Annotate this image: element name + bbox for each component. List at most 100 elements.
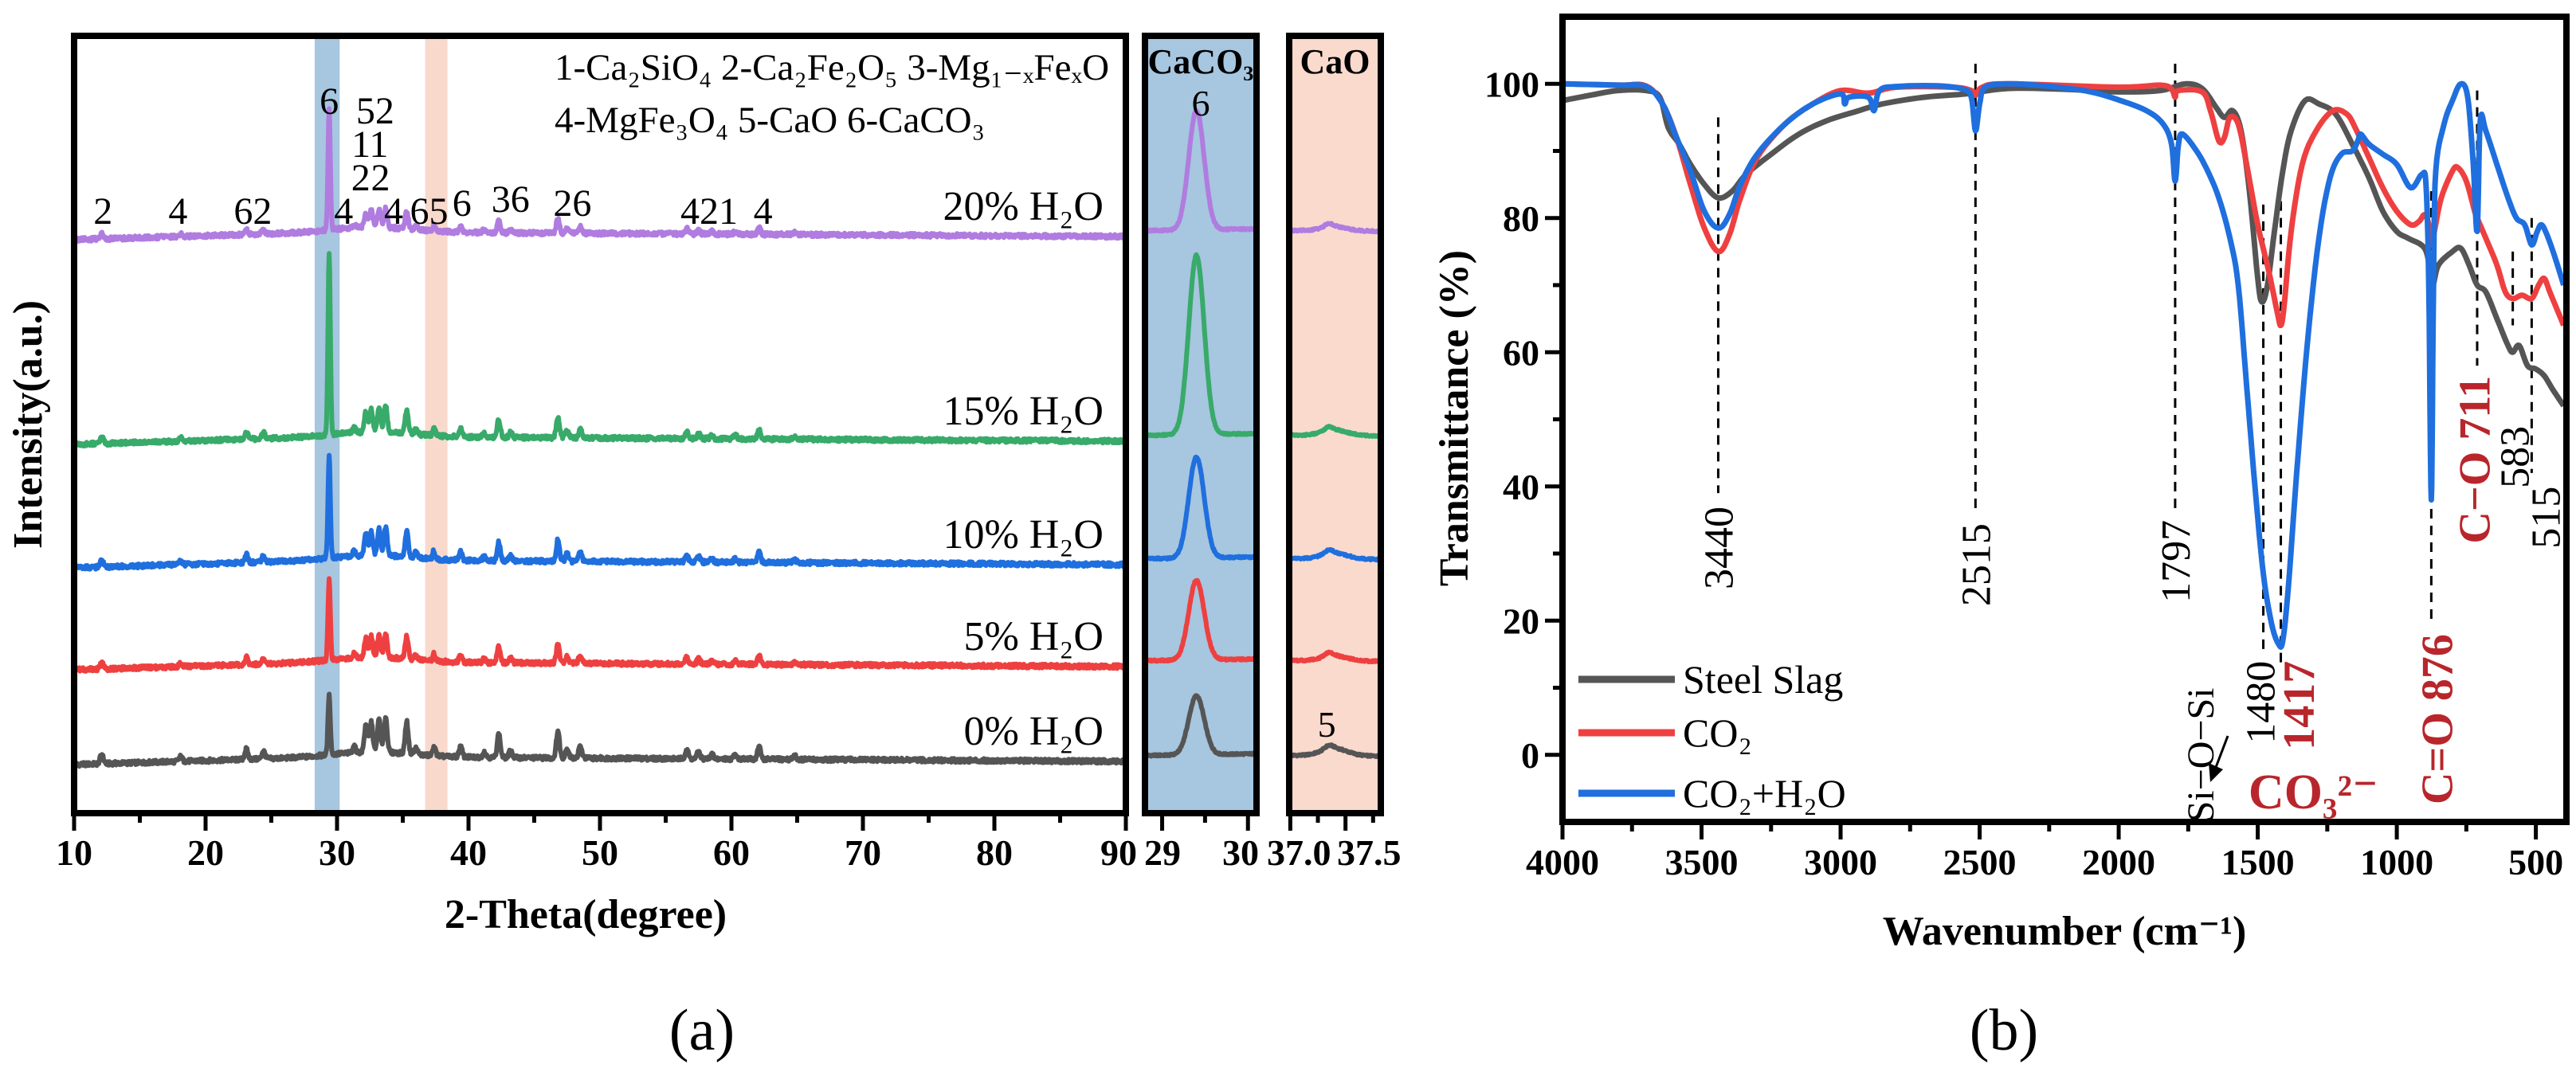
- inset-caco3-trace-series-0: [1143, 693, 1258, 759]
- phase-legend-line-2: 4-MgFe₃O₄ 5-CaO 6-CaCO₃: [555, 100, 985, 141]
- x-tick-label: 1000: [2360, 842, 2433, 882]
- peak-label: 6: [453, 182, 472, 225]
- silicate-group-label: Si−O−Si: [2180, 688, 2222, 823]
- peak-label: 62: [233, 190, 272, 233]
- x-axis-title: 2-Theta(degree): [445, 892, 727, 937]
- annotation-label-515: 515: [2523, 487, 2569, 549]
- xrd-trace-series-0: [72, 691, 1128, 769]
- panel-a-label: (a): [669, 998, 735, 1063]
- x-tick-label: 70: [845, 832, 881, 873]
- x-tick-label: 10: [56, 832, 92, 873]
- annotation-label-711: C−O 711: [2451, 376, 2500, 544]
- inset-background-caco3: [1145, 36, 1257, 813]
- inset-cao-trace-series-3: [1288, 424, 1381, 439]
- peak-label: 4: [754, 190, 773, 233]
- y-tick-label: 60: [1503, 332, 1539, 373]
- peak-label: 52: [356, 90, 394, 132]
- annotation-label-1417: 1417: [2275, 661, 2324, 750]
- x-tick-label: 60: [713, 832, 750, 873]
- x-tick-label: 20: [187, 832, 224, 873]
- annotation-label-876: C=O 876: [2413, 634, 2463, 804]
- annotation-label-1480: 1480: [2238, 661, 2284, 744]
- panel-b-label: (b): [1970, 998, 2038, 1063]
- inset-x-tick-label: 30: [1222, 832, 1259, 873]
- x-tick-label: 2000: [2082, 842, 2155, 882]
- ftir-curve-series-2: [1562, 80, 2566, 650]
- ftir-curve-series-1: [1562, 80, 2566, 329]
- x-tick-label: 2500: [1943, 842, 2017, 882]
- inset-cao-trace-series-0: [1288, 742, 1381, 760]
- inset-caco3-trace-series-2: [1143, 454, 1258, 562]
- xrd-chart: 0% H₂O 5% H₂O 10% H₂O 15% H₂O 20% H₂O 1-Ca₂Si…: [6, 33, 1402, 937]
- arrow-head-icon: [2209, 763, 2223, 782]
- x-tick-label: 50: [582, 832, 618, 873]
- inset-x-tick-label: 29: [1144, 832, 1181, 873]
- peak-label: 11: [351, 123, 388, 166]
- y-tick-label: 80: [1503, 198, 1539, 239]
- inset-x-tick-label: 37.0: [1267, 832, 1331, 873]
- x-tick-label: 90: [1100, 832, 1137, 873]
- x-tick-label: 3000: [1804, 842, 1877, 882]
- peak-label: 36: [492, 178, 530, 221]
- inset-peak-label: 5: [1318, 704, 1336, 745]
- xrd-trace-series-1: [72, 576, 1128, 675]
- inset-caco3-trace-series-1: [1143, 577, 1258, 664]
- x-tick-label: 3500: [1665, 842, 1739, 882]
- xrd-trace-series-3: [72, 251, 1128, 449]
- legend-label: CO₂: [1683, 710, 1752, 755]
- x-tick-label: 500: [2508, 842, 2563, 882]
- y-axis-title: Intensity(a.u.): [6, 300, 51, 549]
- series-label: 10% H₂O: [943, 512, 1104, 558]
- peak-label: 4: [168, 190, 187, 233]
- inset-frame-caco3: [1142, 33, 1260, 816]
- highlight-band-cao: [425, 36, 448, 813]
- arrow-icon: [2213, 735, 2229, 770]
- peak-label: 4: [384, 190, 403, 233]
- x-tick-label: 30: [319, 832, 355, 873]
- annotation-label-1797: 1797: [2154, 520, 2199, 603]
- inset-title-caco3: CaCO₃: [1148, 42, 1254, 81]
- peak-label: 2: [93, 190, 112, 233]
- ftir-curve-series-0: [1562, 80, 2566, 408]
- x-tick-label: 1500: [2221, 842, 2295, 882]
- peak-label: 4: [334, 190, 353, 233]
- series-label: 5% H₂O: [963, 614, 1104, 659]
- annotation-label-3440: 3440: [1696, 507, 1742, 589]
- phase-legend-line-1: 1-Ca₂SiO₄ 2-Ca₂Fe₂O₅ 3-Mg₁₋ₓFeₓO: [555, 47, 1109, 88]
- y-tick-label: 40: [1503, 467, 1539, 507]
- series-label: 0% H₂O: [963, 709, 1104, 754]
- xrd-trace-series-2: [72, 452, 1128, 572]
- inset-title-cao: CaO: [1300, 42, 1370, 81]
- peak-label: 65: [410, 190, 449, 233]
- y-axis-title: Transmittance (%): [1432, 250, 1477, 586]
- annotation-label-2515: 2515: [1954, 523, 1999, 606]
- inset-peak-label: 6: [1192, 83, 1210, 123]
- peak-label: 2: [371, 157, 390, 199]
- series-label: 20% H₂O: [943, 184, 1104, 229]
- series-label: 15% H₂O: [943, 389, 1104, 434]
- peak-label: 2: [351, 157, 371, 199]
- x-tick-label: 40: [450, 832, 487, 873]
- peak-label: 6: [320, 80, 339, 123]
- inset-caco3-trace-series-4: [1143, 108, 1258, 234]
- inset-background-cao: [1289, 36, 1381, 813]
- inset-caco3-trace-series-3: [1143, 252, 1258, 439]
- xrd-trace-series-4: [72, 106, 1128, 245]
- x-tick-label: 4000: [1526, 842, 1599, 882]
- x-axis-title: Wavenumber (cm⁻¹): [1883, 909, 2247, 954]
- y-tick-label: 20: [1503, 601, 1539, 641]
- legend-label: CO₂+H₂O: [1683, 771, 1846, 816]
- peak-label: 26: [553, 182, 591, 225]
- legend-label: Steel Slag: [1683, 657, 1843, 702]
- y-tick-label: 0: [1521, 735, 1539, 776]
- x-tick-label: 80: [976, 832, 1013, 873]
- inset-cao-trace-series-1: [1288, 649, 1382, 665]
- carbonate-group-label: CO₃²⁻: [2249, 765, 2378, 820]
- y-tick-label: 100: [1484, 64, 1539, 104]
- peak-label: 421: [680, 190, 738, 233]
- inset-frame-cao: [1286, 33, 1384, 816]
- annotation-label-583: 583: [2492, 426, 2538, 488]
- inset-cao-trace-series-2: [1288, 547, 1382, 563]
